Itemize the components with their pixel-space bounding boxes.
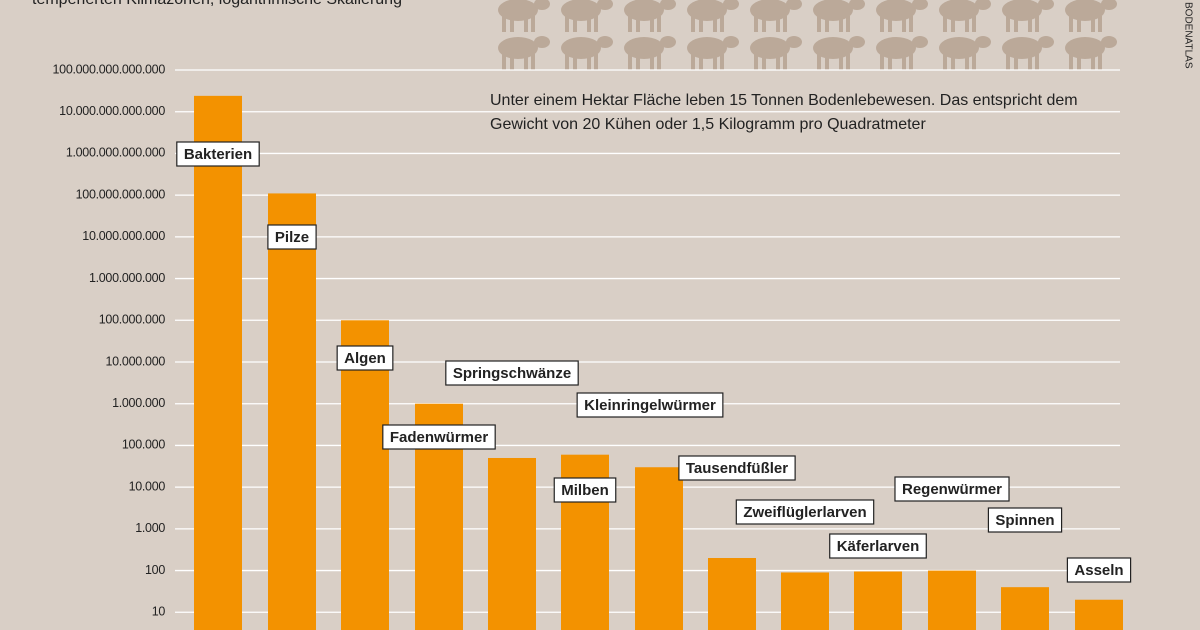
category-label-text: Spinnen: [995, 512, 1054, 529]
bar: [635, 467, 683, 630]
label-box: [1066, 557, 1132, 583]
category-label: Bakterien: [176, 141, 260, 167]
label-box: [176, 141, 260, 167]
y-tick-label: 10.000.000.000: [82, 229, 165, 243]
y-tick-label: 1.000.000: [112, 396, 165, 410]
y-tick-label: 1.000: [135, 521, 165, 535]
y-tick-label: 10.000.000: [105, 354, 165, 368]
category-label: Käferlarven: [829, 533, 927, 559]
bar: [268, 193, 316, 630]
category-label: Regenwürmer: [894, 476, 1010, 502]
category-label: Pilze: [267, 224, 317, 250]
category-label: Kleinringelwürmer: [576, 392, 724, 418]
y-tick-label: 1.000.000.000.000: [66, 146, 166, 160]
bar: [1075, 599, 1123, 630]
y-tick-label: 100.000.000.000: [76, 187, 166, 201]
category-label: Fadenwürmer: [382, 424, 496, 450]
label-box: [894, 476, 1010, 502]
source: BODENATLAS: [1182, 2, 1193, 69]
annotation: Gewicht von 20 Kühen oder 1,5 Kilogramm …: [490, 116, 926, 133]
bar: [928, 570, 976, 630]
bar: [1001, 587, 1049, 630]
category-label: Milben: [553, 477, 617, 503]
category-label: Springschwänze: [445, 360, 579, 386]
y-tick-label: 10: [152, 605, 166, 619]
annotation: Unter einem Hektar Fläche leben 15 Tonne…: [490, 92, 1078, 109]
subtitle: temperierten Klimazonen, logarithmische …: [32, 0, 402, 8]
category-label-text: Bakterien: [184, 146, 252, 163]
label-box: [267, 224, 317, 250]
category-label-text: Springschwänze: [453, 365, 571, 382]
y-tick-label: 10.000: [129, 479, 166, 493]
y-tick-label: 100.000.000.000.000: [53, 62, 166, 76]
label-box: [553, 477, 617, 503]
label-box: [336, 345, 394, 371]
y-tick-label: 100: [145, 563, 165, 577]
label-box: [829, 533, 927, 559]
bar: [781, 572, 829, 630]
category-label: Spinnen: [987, 507, 1063, 533]
label-box: [576, 392, 724, 418]
category-label-text: Kleinringelwürmer: [584, 397, 716, 414]
label-box: [678, 455, 796, 481]
category-label-text: Asseln: [1074, 562, 1123, 579]
category-label: Asseln: [1066, 557, 1132, 583]
label-box: [382, 424, 496, 450]
bar: [341, 320, 389, 630]
bar: [708, 558, 756, 630]
label-box: [735, 499, 875, 525]
y-tick-label: 10.000.000.000.000: [59, 104, 165, 118]
bar: [488, 457, 536, 630]
category-label-text: Fadenwürmer: [390, 429, 489, 446]
bar: [854, 571, 902, 630]
cow-icons: [498, 0, 1117, 70]
category-label-text: Zweiflüglerlarven: [743, 504, 866, 521]
category-label: Zweiflüglerlarven: [735, 499, 875, 525]
y-tick-label: 100.000: [122, 438, 165, 452]
category-label-text: Tausendfüßler: [686, 460, 788, 477]
category-label-text: Pilze: [275, 229, 309, 246]
label-box: [445, 360, 579, 386]
y-tick-label: 1.000.000.000: [89, 271, 165, 285]
category-label-text: Milben: [561, 482, 609, 499]
category-label: Algen: [336, 345, 394, 371]
category-label: Tausendfüßler: [678, 455, 796, 481]
category-label-text: Käferlarven: [837, 538, 920, 555]
category-label-text: Algen: [344, 350, 386, 367]
label-box: [987, 507, 1063, 533]
category-label-text: Regenwürmer: [902, 481, 1002, 498]
bar: [194, 95, 242, 630]
y-tick-label: 100.000.000: [99, 313, 166, 327]
